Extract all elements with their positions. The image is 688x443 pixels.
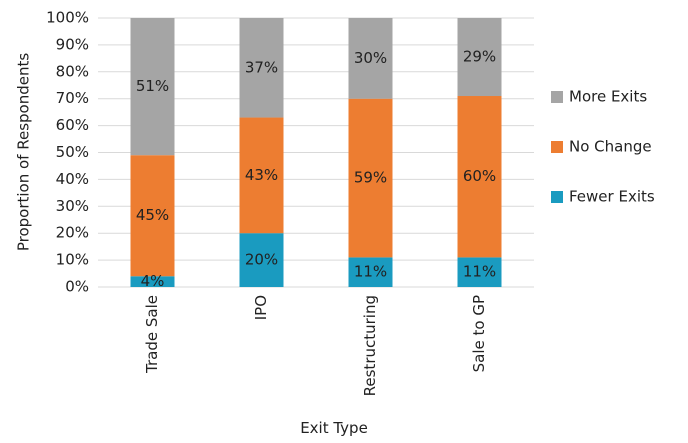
x-tick-label: Trade Sale bbox=[143, 295, 161, 374]
x-tick-label: Restructuring bbox=[361, 295, 379, 396]
y-tick-label: 100% bbox=[46, 9, 89, 27]
x-tick-label: IPO bbox=[252, 295, 270, 320]
legend: More Exits No Change Fewer Exits bbox=[551, 88, 655, 206]
legend-swatch bbox=[551, 191, 563, 203]
bar-segment bbox=[348, 98, 393, 258]
bar-segment bbox=[130, 276, 175, 287]
y-tick-label: 80% bbox=[56, 62, 89, 80]
bar-segment bbox=[130, 18, 175, 156]
y-tick-label: 50% bbox=[56, 143, 89, 161]
data-label: 37% bbox=[245, 58, 278, 76]
data-label: 11% bbox=[354, 263, 387, 281]
x-axis-title: Exit Type bbox=[300, 419, 368, 437]
x-axis-ticks: Trade Sale IPO Restructuring Sale to GP bbox=[143, 295, 488, 396]
y-tick-label: 0% bbox=[65, 278, 89, 296]
data-label: 59% bbox=[354, 169, 387, 187]
bar-segment bbox=[457, 18, 502, 97]
data-label: 20% bbox=[245, 251, 278, 269]
bar-segment bbox=[130, 155, 175, 277]
y-tick-label: 60% bbox=[56, 116, 89, 134]
y-tick-label: 30% bbox=[56, 197, 89, 215]
bar-segment bbox=[457, 257, 502, 287]
bar-segment bbox=[239, 233, 284, 287]
y-tick-label: 10% bbox=[56, 251, 89, 269]
legend-swatch bbox=[551, 141, 563, 153]
bar-stacks: 4% 45% 51% 20% 43% 37% 11% 59% 30% 11% 60% 29% bbox=[130, 18, 502, 290]
data-label: 29% bbox=[463, 48, 496, 66]
data-label: 45% bbox=[136, 206, 169, 224]
y-axis-ticks: 0% 10% 20% 30% 40% 50% 60% 70% 80% 90% 100% bbox=[46, 9, 89, 296]
data-label: 4% bbox=[141, 272, 165, 290]
data-label: 51% bbox=[136, 77, 169, 95]
bar-segment bbox=[348, 257, 393, 287]
data-label: 11% bbox=[463, 263, 496, 281]
legend-label: Fewer Exits bbox=[569, 188, 655, 206]
data-label: 60% bbox=[463, 167, 496, 185]
bar-segment bbox=[239, 117, 284, 234]
data-label: 43% bbox=[245, 166, 278, 184]
legend-swatch bbox=[551, 91, 563, 103]
y-tick-label: 20% bbox=[56, 224, 89, 242]
bar-segment bbox=[457, 96, 502, 258]
y-tick-label: 90% bbox=[56, 35, 89, 53]
legend-label: More Exits bbox=[569, 88, 647, 106]
x-tick-label: Sale to GP bbox=[470, 295, 488, 372]
bar-segment bbox=[348, 18, 393, 99]
y-axis-title: Proportion of Respondents bbox=[15, 53, 33, 252]
bar-segment bbox=[239, 18, 284, 118]
y-tick-label: 70% bbox=[56, 89, 89, 107]
y-tick-label: 40% bbox=[56, 170, 89, 188]
data-label: 30% bbox=[354, 49, 387, 67]
legend-label: No Change bbox=[569, 138, 652, 156]
